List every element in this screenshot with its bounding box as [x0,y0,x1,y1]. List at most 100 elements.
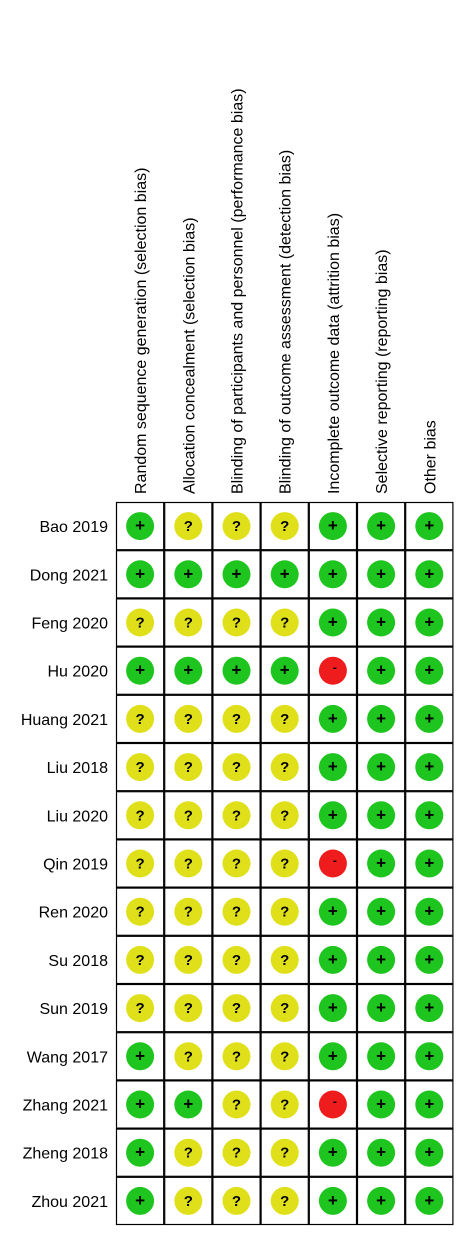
judgement-marker [415,801,444,830]
judgement-symbol: + [328,1143,338,1162]
judgement-symbol: + [135,516,145,535]
judgement-marker [367,1042,396,1071]
risk-grid: +??? + + + + + + + + + +???? + + + + + + + - + +???? + + +???? +… [115,501,454,1226]
judgement-symbol: ? [232,1145,241,1162]
judgement-symbol: ? [136,904,145,921]
judgement-symbol: + [424,854,434,873]
judgement-symbol: + [424,998,434,1017]
judgement-symbol: + [183,661,193,680]
judgement-marker [367,656,396,685]
judgement-marker [222,897,251,926]
study-label: Dong 2021 [30,567,108,584]
judgement-marker [270,656,299,685]
judgement-marker [126,1186,155,1215]
judgement-marker [270,1186,299,1215]
judgement-symbol: + [376,950,386,969]
judgement-symbol: ? [184,1145,193,1162]
judgement-marker [270,704,299,733]
judgement-marker [126,994,155,1023]
judgement-symbol: + [328,950,338,969]
judgement-symbol: ? [280,1097,289,1114]
judgement-marker [367,849,396,878]
judgement-symbol: + [376,516,386,535]
judgement-symbol: ? [184,1048,193,1065]
judgement-symbol: + [135,1046,145,1065]
judgement-marker [174,560,203,589]
grid-cell [308,550,358,599]
judgement-marker [222,512,251,541]
judgement-symbol: ? [280,1000,289,1017]
study-label: Sun 2019 [39,1001,108,1018]
judgement-marker [367,801,396,830]
judgement-marker [367,512,396,541]
domain-label: Allocation concealment (selection bias) [181,217,198,494]
judgement-marker [367,1090,396,1119]
judgement-marker [222,560,251,589]
judgement-symbol: + [328,613,338,632]
judgement-symbol: ? [280,1048,289,1065]
judgement-marker [126,512,155,541]
judgement-symbol: ? [136,1000,145,1017]
judgement-symbol: ? [184,518,193,535]
judgement-marker [318,849,347,878]
judgement-symbol: ? [280,711,289,728]
judgement-symbol: - [333,1095,337,1109]
judgement-marker [222,1138,251,1167]
domain-labels: Random sequence generation (selection bi… [133,88,439,494]
judgement-symbol: ? [232,759,241,776]
judgement-symbol: ? [280,518,289,535]
judgement-symbol: + [424,516,434,535]
judgement-symbol: + [424,1143,434,1162]
judgement-symbol: ? [184,615,193,632]
judgement-symbol: ? [280,856,289,873]
judgement-marker [318,1138,347,1167]
domain-label: Random sequence generation (selection bi… [133,168,150,494]
judgement-marker [318,801,347,830]
judgement-marker [174,608,203,637]
judgement-marker [318,1090,347,1119]
judgement-symbol: + [280,564,290,583]
study-label: Zhou 2021 [31,1194,108,1211]
judgement-symbol: + [376,757,386,776]
judgement-marker [415,849,444,878]
judgement-marker [270,1090,299,1119]
study-label: Zhang 2021 [23,1098,109,1115]
study-labels: Bao 2019 Dong 2021 Feng 2020 Hu 2020 Huang 2… [21,519,108,1211]
judgement-marker [367,1138,396,1167]
judgement-marker [222,849,251,878]
judgement-marker [126,849,155,878]
study-label: Bao 2019 [39,519,108,536]
judgement-symbol: ? [184,856,193,873]
judgement-symbol: ? [136,807,145,824]
judgement-marker [415,560,444,589]
judgement-marker [270,801,299,830]
study-label: Liu 2020 [47,808,108,825]
judgement-symbol: + [328,757,338,776]
judgement-marker [222,753,251,782]
judgement-marker [318,1186,347,1215]
judgement-marker [126,897,155,926]
judgement-marker [270,1042,299,1071]
judgement-marker [174,801,203,830]
judgement-symbol: + [424,805,434,824]
judgement-symbol: ? [184,1000,193,1017]
judgement-marker [174,704,203,733]
judgement-symbol: + [328,902,338,921]
judgement-marker [415,753,444,782]
judgement-marker [222,704,251,733]
judgement-symbol: + [424,1046,434,1065]
judgement-symbol: ? [136,856,145,873]
judgement-symbol: + [232,661,242,680]
study-label: Ren 2020 [39,905,108,922]
judgement-marker [270,1138,299,1167]
domain-label: Other bias [422,420,439,494]
grid-cell [260,646,309,695]
judgement-symbol: ? [232,1048,241,1065]
judgement-marker [415,994,444,1023]
judgement-symbol: ? [232,1193,241,1210]
judgement-symbol: + [424,709,434,728]
judgement-symbol: ? [232,952,241,969]
judgement-symbol: ? [136,759,145,776]
judgement-marker [222,1090,251,1119]
